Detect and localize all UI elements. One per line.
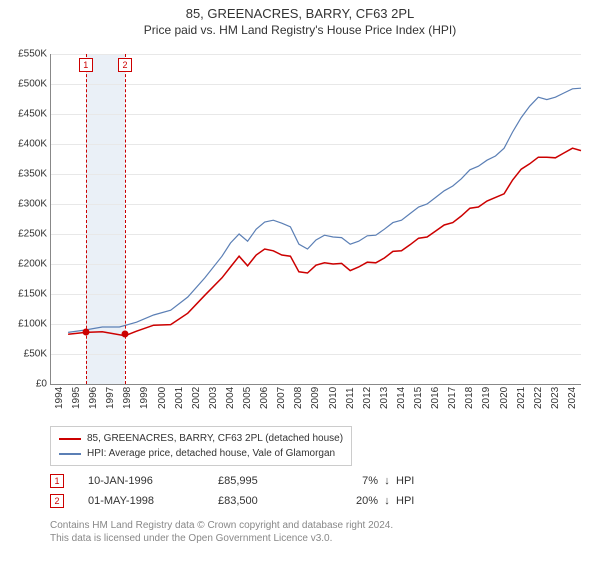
transaction-badge: 1 [50, 474, 64, 488]
transaction-badge: 2 [50, 494, 64, 508]
chart-title: 85, GREENACRES, BARRY, CF63 2PL [0, 6, 600, 21]
legend-item: 85, GREENACRES, BARRY, CF63 2PL (detache… [59, 431, 343, 446]
footer-line2: This data is licensed under the Open Gov… [50, 532, 393, 545]
y-axis-label: £150K [3, 289, 47, 300]
y-axis-label: £550K [3, 49, 47, 60]
transaction-vs-label: HPI [396, 475, 436, 487]
marker-dot [82, 329, 89, 336]
transaction-row: 2 01-MAY-1998£83,50020%↓HPI [50, 491, 436, 511]
y-axis-label: £100K [3, 319, 47, 330]
legend-box: 85, GREENACRES, BARRY, CF63 2PL (detache… [50, 426, 352, 466]
y-axis-label: £400K [3, 139, 47, 150]
chart-subtitle: Price paid vs. HM Land Registry's House … [0, 23, 600, 37]
transactions-table: 1 10-JAN-1996£85,9957%↓HPI 2 01-MAY-1998£83… [50, 471, 436, 511]
y-axis-label: £450K [3, 109, 47, 120]
chart-plot-area: £0£50K£100K£150K£200K£250K£300K£350K£400… [50, 54, 581, 385]
transaction-price: £83,500 [218, 495, 328, 507]
legend-item: HPI: Average price, detached house, Vale… [59, 446, 343, 461]
y-axis-label: £0 [3, 379, 47, 390]
legend-label: HPI: Average price, detached house, Vale… [87, 448, 335, 459]
down-arrow-icon: ↓ [378, 475, 396, 487]
marker-badge: 2 [118, 58, 132, 72]
down-arrow-icon: ↓ [378, 495, 396, 507]
transaction-date: 10-JAN-1996 [88, 475, 218, 487]
y-axis-label: £300K [3, 199, 47, 210]
y-axis-label: £350K [3, 169, 47, 180]
series-line [68, 88, 581, 332]
legend-swatch [59, 453, 81, 455]
transaction-vs-label: HPI [396, 495, 436, 507]
y-axis-label: £250K [3, 229, 47, 240]
series-line [68, 148, 581, 336]
footer-line1: Contains HM Land Registry data © Crown c… [50, 519, 393, 532]
y-axis-label: £500K [3, 79, 47, 90]
transaction-price: £85,995 [218, 475, 328, 487]
marker-dot [122, 330, 129, 337]
transaction-date: 01-MAY-1998 [88, 495, 218, 507]
transaction-row: 1 10-JAN-1996£85,9957%↓HPI [50, 471, 436, 491]
y-axis-label: £200K [3, 259, 47, 270]
legend-label: 85, GREENACRES, BARRY, CF63 2PL (detache… [87, 433, 343, 444]
chart-svg [51, 54, 581, 384]
transaction-pct: 7% [328, 475, 378, 487]
y-axis-label: £50K [3, 349, 47, 360]
transaction-pct: 20% [328, 495, 378, 507]
legend-swatch [59, 438, 81, 440]
footer-attribution: Contains HM Land Registry data © Crown c… [50, 519, 393, 545]
marker-badge: 1 [79, 58, 93, 72]
